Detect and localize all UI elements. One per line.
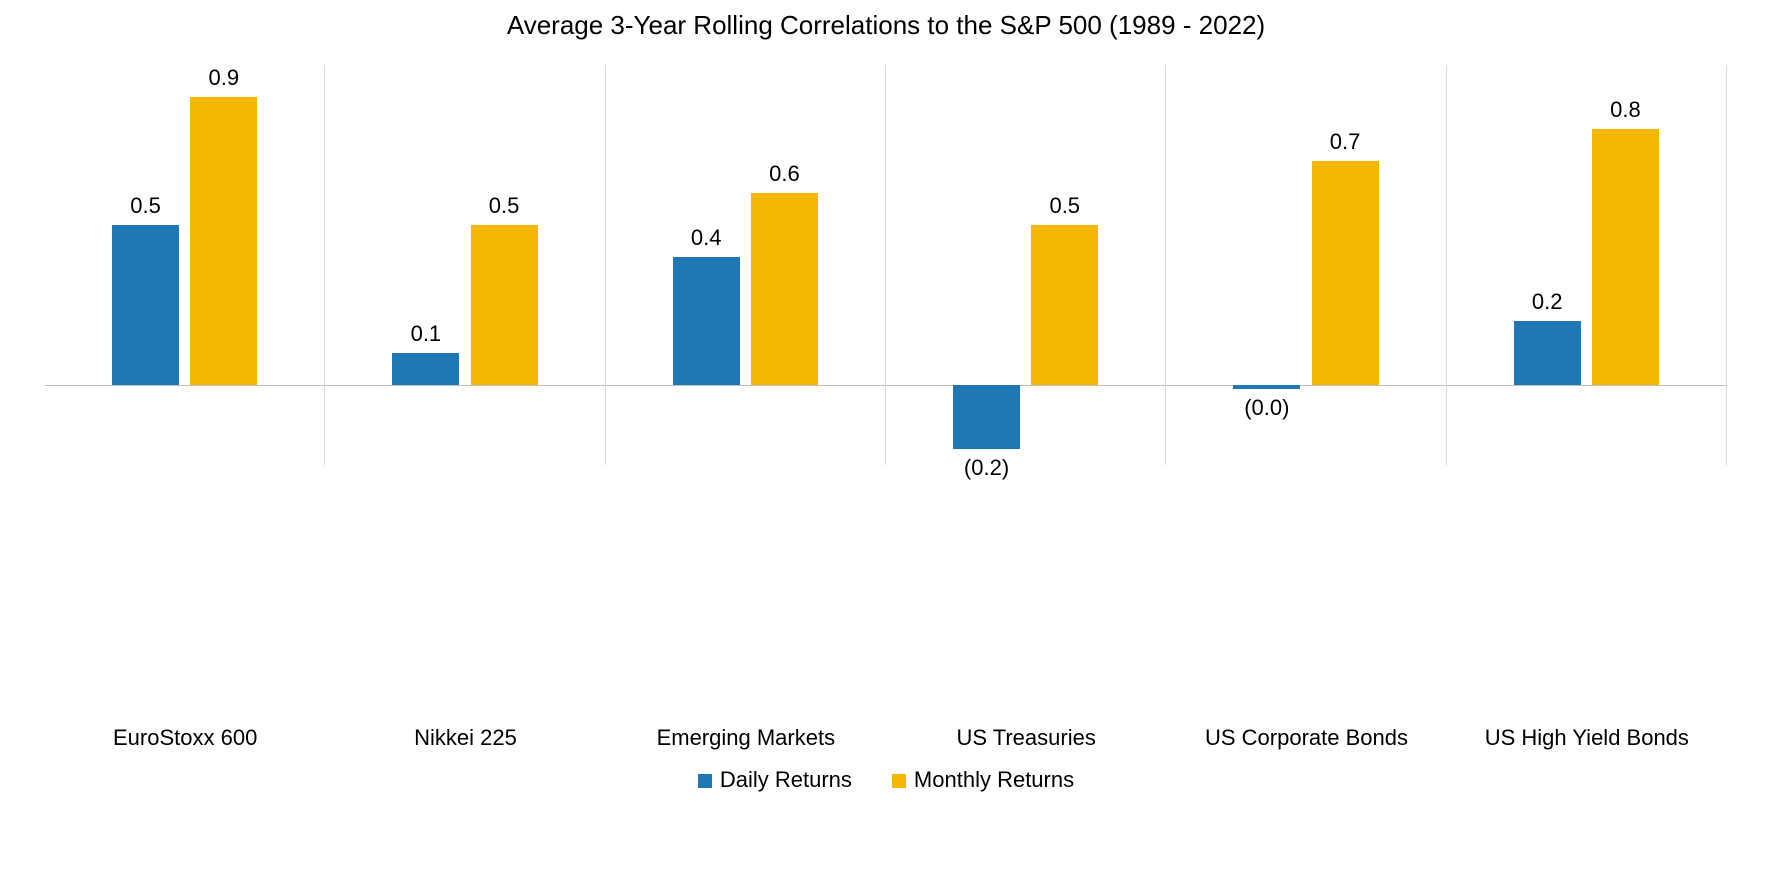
bar: 0.4: [673, 257, 740, 385]
bar: 0.6: [751, 193, 818, 385]
bar-value-label: (0.0): [1233, 389, 1300, 421]
bar: 0.7: [1312, 161, 1379, 385]
bar: (0.0): [1233, 385, 1300, 389]
bar-value-label: 0.5: [471, 193, 538, 225]
bar-group: 0.40.6: [606, 65, 886, 465]
legend-swatch-daily: [698, 774, 712, 788]
legend-item-monthly: Monthly Returns: [892, 767, 1074, 793]
bar-value-label: 0.2: [1514, 289, 1581, 321]
bar-value-label: 0.1: [392, 321, 459, 353]
bar-group: (0.2)0.5: [886, 65, 1166, 465]
legend-label-monthly: Monthly Returns: [914, 767, 1074, 792]
bar-value-label: (0.2): [953, 449, 1020, 481]
bar: 0.9: [190, 97, 257, 385]
bar-group: 0.20.8: [1447, 65, 1727, 465]
legend-label-daily: Daily Returns: [720, 767, 852, 792]
bar: 0.2: [1514, 321, 1581, 385]
bar: (0.2): [953, 385, 1020, 449]
bar-group: 0.50.9: [45, 65, 325, 465]
legend-item-daily: Daily Returns: [698, 767, 852, 793]
bar-value-label: 0.8: [1592, 97, 1659, 129]
category-label: Nikkei 225: [325, 725, 605, 751]
category-label: US Corporate Bonds: [1166, 725, 1446, 751]
category-axis: EuroStoxx 600Nikkei 225Emerging MarketsU…: [45, 725, 1727, 751]
bar: 0.5: [112, 225, 179, 385]
bar: 0.8: [1592, 129, 1659, 385]
bar-value-label: 0.5: [1031, 193, 1098, 225]
correlation-chart: Average 3-Year Rolling Correlations to t…: [45, 10, 1727, 866]
bar: 0.1: [392, 353, 459, 385]
bar: 0.5: [1031, 225, 1098, 385]
bar-value-label: 0.4: [673, 225, 740, 257]
bar-group: 0.1 0.5: [325, 65, 605, 465]
bar-value-label: 0.5: [112, 193, 179, 225]
chart-title: Average 3-Year Rolling Correlations to t…: [45, 10, 1727, 41]
bar: 0.5: [471, 225, 538, 385]
plot-area: 0.50.90.10.50.40.6(0.2)0.5(0.0)0.70.20.8: [45, 65, 1727, 465]
category-label: Emerging Markets: [606, 725, 886, 751]
category-label: EuroStoxx 600: [45, 725, 325, 751]
category-label: US High Yield Bonds: [1447, 725, 1727, 751]
category-label: US Treasuries: [886, 725, 1166, 751]
bar-group: (0.0) 0.7: [1166, 65, 1446, 465]
bar-value-label: 0.9: [190, 65, 257, 97]
legend: Daily Returns Monthly Returns: [45, 767, 1727, 793]
legend-swatch-monthly: [892, 774, 906, 788]
bar-value-label: 0.6: [751, 161, 818, 193]
bar-value-label: 0.7: [1312, 129, 1379, 161]
